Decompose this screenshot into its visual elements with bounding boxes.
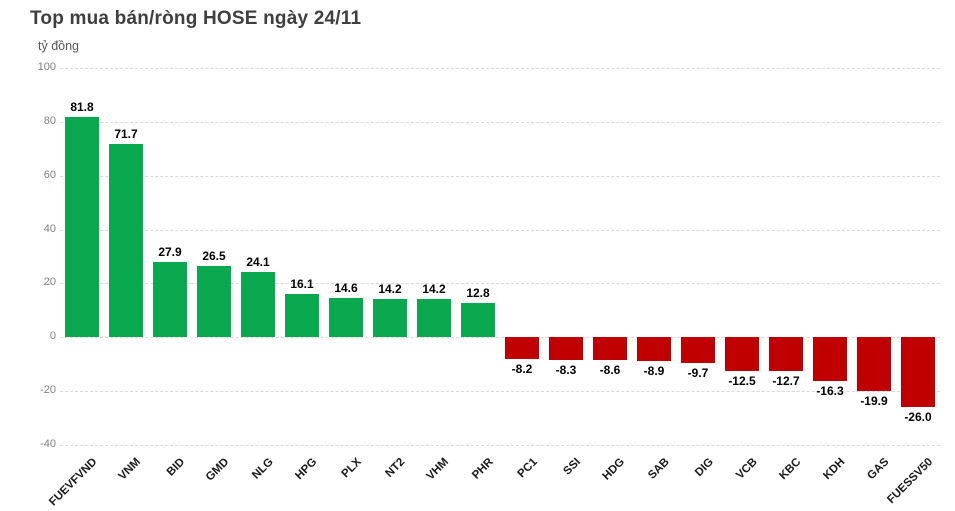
bar <box>197 265 231 338</box>
bar <box>461 302 495 338</box>
category-label: NT2 <box>383 456 408 480</box>
bar-value-label: 12.8 <box>466 285 490 300</box>
bar <box>725 337 759 371</box>
category-label: DIG <box>692 456 716 479</box>
gridline <box>60 337 940 339</box>
y-axis-tick-label: 100 <box>37 61 56 73</box>
category-label: SAB <box>645 456 672 482</box>
gridline <box>60 121 940 123</box>
bar <box>505 337 539 360</box>
bar-value-label: 81.8 <box>70 100 94 114</box>
bar-value-label: -8.2 <box>511 362 533 377</box>
bar <box>417 299 451 338</box>
bar-value-label: -12.7 <box>772 374 800 389</box>
gridline <box>60 68 940 69</box>
bar-value-label: 71.7 <box>114 127 138 142</box>
bar <box>637 337 671 362</box>
bar <box>593 337 627 361</box>
bar-value-label: -12.5 <box>728 373 756 388</box>
bar <box>285 293 319 338</box>
y-axis-tick-label: -40 <box>40 438 56 450</box>
bar <box>681 337 715 364</box>
bar <box>373 299 407 338</box>
bar <box>153 262 187 338</box>
gridline <box>60 445 940 446</box>
category-label: VHM <box>424 456 452 483</box>
y-axis-tick-label: 60 <box>43 168 56 181</box>
category-label: BID <box>164 456 188 479</box>
category-label: GAS <box>865 456 892 483</box>
bar <box>65 117 99 338</box>
category-label: KDH <box>821 456 848 483</box>
y-axis-tick-label: 80 <box>43 114 56 127</box>
y-axis-unit-label: tỷ đồng <box>38 39 80 53</box>
y-axis-tick-label: 40 <box>43 222 56 235</box>
bar <box>329 297 363 338</box>
category-label: PHR <box>469 456 496 482</box>
bar <box>109 144 143 338</box>
category-label: FUESSV50 <box>885 456 936 507</box>
category-label: VCB <box>733 456 760 482</box>
category-label: NLG <box>249 456 276 482</box>
bar-value-label: -9.7 <box>687 366 709 381</box>
bar-value-label: 14.2 <box>422 282 446 297</box>
bar <box>549 337 583 360</box>
bar-value-label: 24.1 <box>246 255 270 270</box>
bar-value-label: -8.9 <box>643 364 665 379</box>
bar <box>813 337 847 382</box>
bar-value-label: -8.6 <box>599 363 621 378</box>
category-label: VNM <box>116 456 144 483</box>
bar <box>769 337 803 372</box>
category-label: HDG <box>600 456 628 483</box>
category-label: PC1 <box>515 456 540 481</box>
category-label: KBC <box>777 456 804 483</box>
category-label: SSI <box>561 456 584 478</box>
bar-value-label: 27.9 <box>158 245 182 260</box>
category-label: GMD <box>204 456 232 484</box>
bar-value-label: -8.3 <box>555 362 577 377</box>
bar-value-label: 14.6 <box>334 280 358 295</box>
bar-value-label: -16.3 <box>816 384 844 399</box>
gridline <box>60 391 940 393</box>
bar <box>241 272 275 338</box>
category-label: HPG <box>293 456 320 483</box>
bar-value-label: -19.9 <box>860 393 888 408</box>
gridline <box>60 283 940 285</box>
gridline <box>60 175 940 177</box>
category-label: PLX <box>339 456 364 481</box>
y-axis-tick-label: -20 <box>40 384 56 397</box>
y-axis-tick-label: 20 <box>43 276 56 289</box>
bar-value-label: 14.2 <box>378 282 402 297</box>
bar-value-label: 26.5 <box>202 248 226 263</box>
chart-title: Top mua bán/ròng HOSE ngày 24/11 <box>30 8 362 29</box>
bar <box>857 337 891 391</box>
bar-value-label: -26.0 <box>904 410 932 425</box>
bar <box>901 337 935 408</box>
bar-value-label: 16.1 <box>290 276 314 291</box>
y-axis-tick-label: 0 <box>49 330 56 343</box>
category-label: FUEVFVND <box>47 456 100 509</box>
gridline <box>60 229 940 231</box>
